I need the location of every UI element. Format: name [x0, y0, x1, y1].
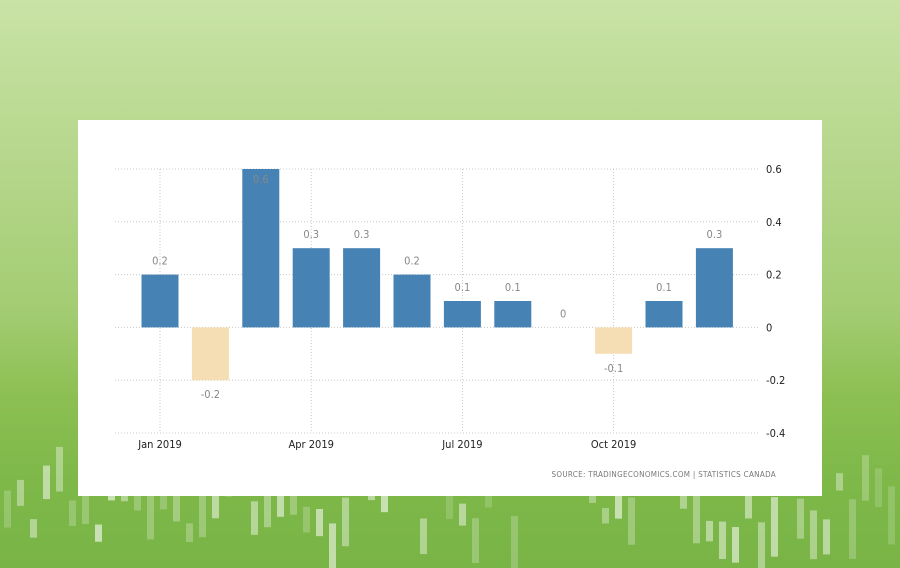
bar[interactable] [393, 274, 431, 328]
bar[interactable] [141, 274, 179, 328]
candlestick-decoration [56, 446, 63, 492]
candlestick-decoration [771, 497, 778, 557]
data-label: 0.3 [354, 228, 370, 241]
candlestick-decoration [511, 515, 518, 568]
x-tick-label: Jan 2019 [137, 438, 182, 451]
data-label: 0.1 [656, 281, 672, 294]
candlestick-decoration [758, 522, 765, 568]
candlestick-decoration [69, 500, 76, 527]
candlestick-decoration [706, 520, 713, 542]
candlestick-decoration [329, 523, 336, 568]
candlestick-decoration [797, 498, 804, 539]
candlestick-decoration [719, 521, 726, 560]
bar[interactable] [292, 248, 330, 328]
bar[interactable] [242, 169, 280, 328]
candlestick-decoration [264, 469, 271, 528]
chart-card: 0.2 -0.2 0.6 0.3 0.3 0.2 0.1 0.1 0 -0.1 0.1 0.3 0.6… [78, 120, 822, 496]
y-tick-label: 0 [766, 321, 772, 334]
x-tick-label: Apr 2019 [288, 438, 333, 451]
candlestick-decoration [147, 480, 154, 540]
candlestick-decoration [290, 479, 297, 515]
data-label: -0.1 [604, 362, 623, 375]
candlestick-decoration [810, 510, 817, 560]
candlestick-decoration [888, 486, 895, 545]
candlestick-decoration [82, 483, 89, 525]
candlestick-decoration [212, 476, 219, 519]
y-tick-label: -0.2 [766, 374, 785, 387]
candlestick-decoration [316, 508, 323, 537]
x-tick-label: Oct 2019 [591, 438, 636, 451]
candlestick-decoration [732, 527, 739, 563]
candlestick-decoration [30, 519, 37, 538]
bar[interactable] [494, 301, 532, 328]
data-label: 0.2 [152, 255, 168, 268]
candlestick-decoration [693, 487, 700, 544]
bar[interactable] [645, 301, 683, 328]
candlestick-decoration [472, 518, 479, 563]
candlestick-decoration [862, 455, 869, 501]
candlestick-decoration [849, 499, 856, 559]
data-label: 0.6 [253, 173, 269, 186]
bar[interactable] [695, 248, 733, 328]
candlestick-decoration [303, 506, 310, 533]
candlestick-decoration [628, 497, 635, 545]
candlestick-decoration [173, 471, 180, 522]
bar[interactable] [343, 248, 381, 328]
data-label: 0.2 [404, 255, 420, 268]
candlestick-decoration [186, 523, 193, 542]
candlestick-decoration [95, 524, 102, 542]
data-label: 0 [560, 307, 566, 320]
bar[interactable] [595, 327, 633, 354]
candlestick-decoration [4, 490, 11, 528]
candlestick-decoration [17, 479, 24, 506]
candlestick-decoration [43, 465, 50, 500]
data-label: 0.3 [303, 228, 319, 241]
candlestick-decoration [875, 468, 882, 508]
x-tick-label: Jul 2019 [441, 438, 482, 451]
y-tick-label: -0.4 [766, 427, 785, 440]
candlestick-decoration [199, 482, 206, 538]
y-tick-label: 0.2 [766, 269, 782, 282]
candlestick-decoration [602, 508, 609, 524]
y-tick-label: 0.4 [766, 216, 782, 229]
candlestick-decoration [823, 519, 830, 555]
data-label: -0.2 [201, 388, 220, 401]
data-label: 0.1 [455, 281, 471, 294]
data-label: 0.3 [707, 228, 723, 241]
candlestick-decoration [420, 518, 427, 555]
data-label: 0.1 [505, 281, 521, 294]
candlestick-decoration [745, 484, 752, 519]
candlestick-decoration [342, 497, 349, 547]
bar[interactable] [191, 327, 229, 381]
bar-chart: 0.2 -0.2 0.6 0.3 0.3 0.2 0.1 0.1 0 -0.1 0.1 0.3 0.6… [115, 163, 785, 479]
y-tick-label: 0.6 [766, 163, 782, 176]
candlestick-decoration [277, 479, 284, 517]
candlestick-decoration [251, 501, 258, 535]
candlestick-decoration [459, 503, 466, 526]
bar[interactable] [443, 301, 481, 328]
candlestick-decoration [836, 473, 843, 491]
source-note: SOURCE: TRADINGECONOMICS.COM | STATISTIC… [551, 470, 776, 479]
